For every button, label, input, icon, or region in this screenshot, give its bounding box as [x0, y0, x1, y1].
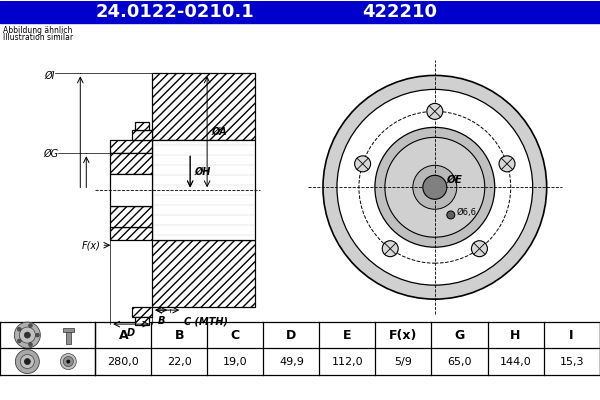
Text: 144,0: 144,0 [500, 356, 532, 366]
Text: H: H [511, 328, 521, 342]
Circle shape [25, 358, 31, 364]
Circle shape [17, 339, 21, 343]
Circle shape [499, 156, 515, 172]
Text: I: I [569, 328, 574, 342]
Text: F(x): F(x) [389, 328, 418, 342]
Bar [135, 122, 149, 130]
Bar [1, 322, 599, 375]
Text: E: E [343, 328, 352, 342]
Circle shape [14, 322, 40, 348]
Circle shape [64, 356, 73, 366]
Text: D: D [286, 328, 296, 342]
Circle shape [20, 354, 34, 368]
Polygon shape [152, 74, 255, 140]
Text: C: C [231, 328, 240, 342]
Circle shape [355, 156, 371, 172]
Circle shape [423, 175, 447, 199]
Circle shape [25, 332, 31, 338]
Circle shape [61, 354, 76, 370]
Text: 22,0: 22,0 [167, 356, 192, 366]
Bar [135, 317, 149, 325]
Text: ØA: ØA [211, 127, 227, 137]
Bar [152, 140, 255, 240]
Text: 112,0: 112,0 [332, 356, 363, 366]
Bar [66, 331, 71, 344]
Text: Abbildung ähnlich: Abbildung ähnlich [4, 26, 73, 36]
Text: 65,0: 65,0 [447, 356, 472, 366]
Text: 5/9: 5/9 [395, 356, 412, 366]
Text: ØG: ØG [43, 148, 58, 158]
Circle shape [28, 342, 32, 346]
Circle shape [16, 350, 40, 374]
Text: 15,3: 15,3 [559, 356, 584, 366]
Polygon shape [110, 153, 152, 174]
Circle shape [337, 90, 533, 285]
Polygon shape [110, 227, 152, 240]
Circle shape [427, 103, 443, 119]
Circle shape [28, 324, 32, 328]
Text: 49,9: 49,9 [279, 356, 304, 366]
Bar [132, 307, 152, 317]
Text: 24.0122-0210.1: 24.0122-0210.1 [96, 2, 254, 20]
Text: C (MTH): C (MTH) [184, 316, 228, 326]
Circle shape [375, 127, 495, 247]
Text: G: G [454, 328, 464, 342]
Text: Illustration similar: Illustration similar [4, 34, 74, 42]
Text: F(x): F(x) [82, 240, 100, 250]
Text: 422210: 422210 [362, 2, 437, 20]
Circle shape [17, 327, 21, 331]
Text: B: B [175, 328, 184, 342]
Text: 19,0: 19,0 [223, 356, 248, 366]
Circle shape [323, 76, 547, 299]
Circle shape [382, 241, 398, 257]
Text: ØI: ØI [45, 70, 55, 80]
Text: 280,0: 280,0 [107, 356, 139, 366]
Text: D: D [127, 328, 135, 338]
Circle shape [67, 360, 70, 364]
Text: Ø6,6: Ø6,6 [457, 208, 477, 218]
Text: ØH: ØH [194, 167, 211, 177]
Polygon shape [110, 206, 152, 227]
Circle shape [447, 211, 455, 219]
Text: A: A [118, 328, 128, 342]
Circle shape [385, 137, 485, 237]
Circle shape [472, 241, 487, 257]
Text: B: B [157, 316, 165, 326]
Circle shape [19, 327, 35, 343]
Polygon shape [152, 240, 255, 307]
Bar [110, 174, 152, 206]
Text: ØE: ØE [447, 174, 463, 184]
Polygon shape [110, 140, 152, 153]
Circle shape [35, 333, 40, 337]
Bar [63, 328, 74, 332]
Bar [1, 0, 599, 22]
Circle shape [413, 165, 457, 209]
Bar [132, 130, 152, 140]
